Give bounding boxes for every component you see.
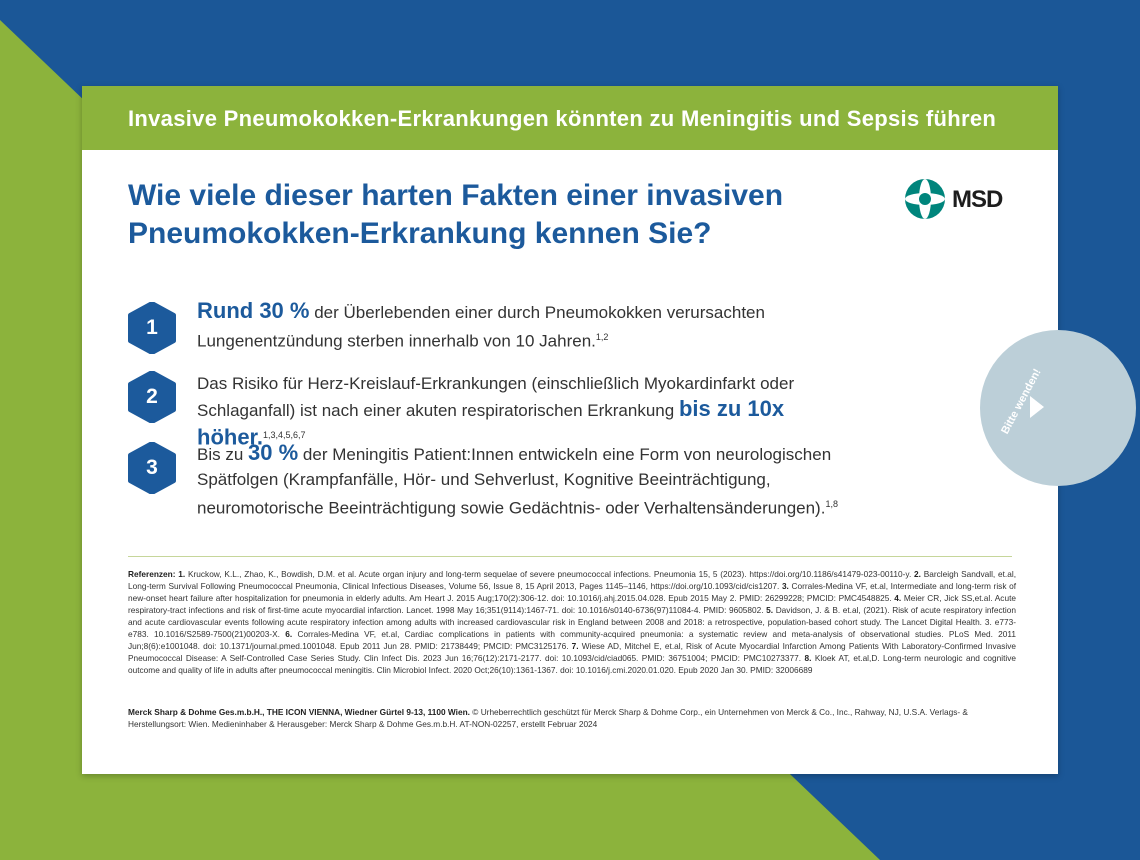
fact-highlight: bis zu 10x höher. xyxy=(197,396,785,450)
reference-item: Kruckow, K.L., Zhao, K., Bowdish, D.M. e… xyxy=(187,569,912,579)
reference-item: Meier CR, Jick SS,et.al. Acute respirato… xyxy=(128,593,1016,615)
number-badge: 2 xyxy=(128,371,176,423)
fact-text: Das Risiko für Herz-Kreislauf-Erkrankung… xyxy=(197,371,897,452)
fact-highlight: Rund 30 % xyxy=(197,298,310,323)
divider xyxy=(128,556,1012,557)
reference-item: Barcleigh Sandvall, et.al, Long-term Sur… xyxy=(128,569,1017,591)
fact-body: Das Risiko für Herz-Kreislauf-Erkrankung… xyxy=(197,374,795,420)
top-banner: Invasive Pneumokokken-Erkrankungen könnt… xyxy=(82,86,1058,150)
references-label: Referenzen: xyxy=(128,569,176,579)
fact-refs: 1,3,4,5,6,7 xyxy=(263,430,306,440)
headline: Wie viele dieser harten Fakten einer inv… xyxy=(128,179,784,250)
references: Referenzen: 1. Kruckow, K.L., Zhao, K., … xyxy=(128,569,1017,675)
fact-refs: 1,8 xyxy=(825,499,838,509)
reference-item: Corrales-Medina VF, et.al, Cardiac compl… xyxy=(128,629,1017,651)
chevron-right-icon xyxy=(1030,396,1044,418)
reference-item: Davidson, J. & B. et.al, (2021). Risk of… xyxy=(128,605,1016,639)
turn-page-tab[interactable] xyxy=(980,330,1136,486)
footer-copyright: © Urheberrechtlich geschützt für Merck S… xyxy=(128,707,968,729)
fact-prefix: Bis zu xyxy=(197,445,249,464)
number-badge: 3 xyxy=(128,442,176,494)
fact-body: der Meningitis Patient:Innen entwickeln … xyxy=(197,445,832,518)
logo-text: MSD xyxy=(952,186,1003,213)
number-badge: 1 xyxy=(128,302,176,354)
banner-title: Invasive Pneumokokken-Erkrankungen könnt… xyxy=(128,106,997,131)
reference-item: Kloek AT, et.al,D. Long-term neurologic … xyxy=(128,653,1017,675)
footer-company: Merck Sharp & Dohme Ges.m.b.H., THE ICON… xyxy=(128,707,470,717)
msd-logo: MSD xyxy=(904,178,1014,220)
footer-imprint: Merck Sharp & Dohme Ges.m.b.H., THE ICON… xyxy=(128,706,1016,730)
fact-body: der Überlebenden einer durch Pneumokokke… xyxy=(197,303,765,351)
fact-text: Rund 30 % der Überlebenden einer durch P… xyxy=(197,298,897,354)
reference-item: Corrales-Medina VF, et.al, Intermediate … xyxy=(128,581,1017,603)
fact-refs: 1,2 xyxy=(595,332,609,342)
fact-text: Bis zu 30 % der Meningitis Patient:Innen… xyxy=(197,440,897,521)
reference-item: Wiese AD, Mitchel E, et.al, Risk of Acut… xyxy=(128,641,1016,663)
flyer-card: Invasive Pneumokokken-Erkrankungen könnt… xyxy=(82,86,1058,774)
fact-highlight: 30 % xyxy=(248,440,299,465)
msd-logo-icon xyxy=(905,179,945,219)
